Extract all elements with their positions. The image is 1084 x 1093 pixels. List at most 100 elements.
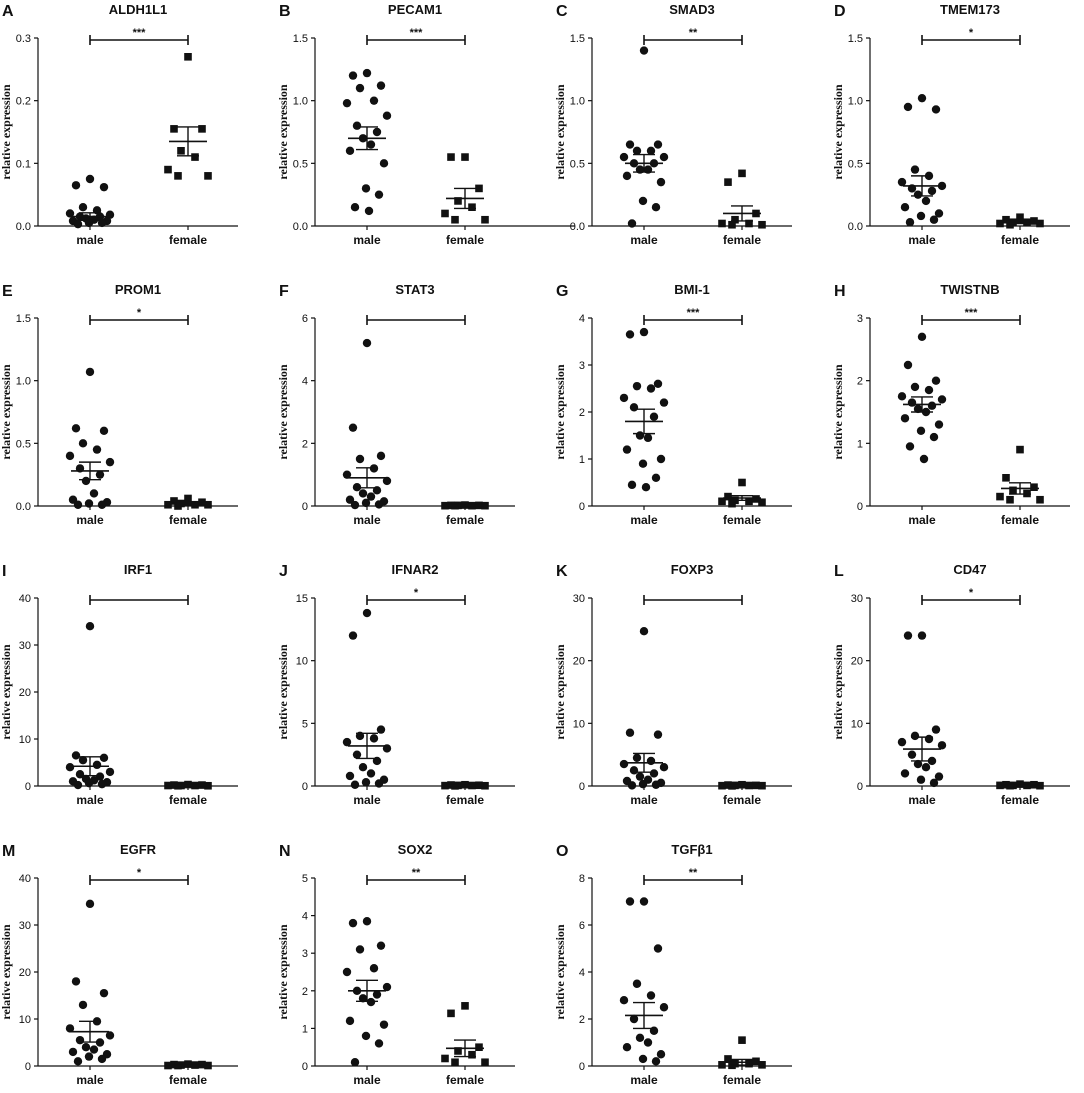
data-point [635, 772, 645, 781]
data-point [625, 140, 635, 149]
x-category-label: female [723, 793, 761, 807]
data-point [468, 203, 476, 211]
panel-l: L CD47 relative expression 0 10 20 30 male femal… [831, 562, 1070, 807]
data-point [625, 330, 635, 339]
data-point [184, 53, 192, 61]
data-point [89, 1045, 99, 1054]
data-point [917, 93, 927, 103]
y-tick-label: 0.0 [848, 221, 863, 233]
y-axis-label: relative expression [276, 924, 290, 1020]
data-point [625, 897, 635, 906]
y-axis-label: relative expression [276, 364, 290, 460]
data-point [174, 172, 182, 180]
significance-stars: ** [689, 27, 698, 39]
data-point [913, 190, 923, 199]
y-tick-label: 0.0 [293, 221, 308, 233]
data-point [184, 1060, 192, 1068]
x-category-label: female [169, 513, 207, 527]
panel-title: BMI-1 [674, 282, 709, 297]
data-point [475, 184, 483, 193]
panel-title: TMEM173 [940, 2, 1000, 17]
y-tick-label: 6 [302, 313, 308, 325]
data-point [897, 177, 907, 187]
data-point [900, 203, 910, 212]
data-point [646, 384, 656, 393]
data-point [92, 445, 102, 454]
data-point [481, 501, 489, 510]
y-tick-label: 8 [579, 873, 585, 885]
data-point [345, 495, 355, 504]
data-point [361, 1031, 371, 1041]
panel-i: I IRF1 relative expression 0 10 20 30 40 male fem… [0, 562, 238, 807]
panel-letter: O [556, 843, 568, 860]
y-tick-label: 1.5 [570, 33, 585, 45]
data-point [718, 781, 726, 790]
x-category-label: female [446, 1073, 484, 1087]
data-point [355, 945, 365, 954]
y-axis-label: relative expression [0, 364, 13, 460]
data-point [903, 360, 913, 370]
panel-k: K FOXP3 relative expression 0 10 20 30 male fema… [553, 562, 792, 807]
data-point [461, 153, 469, 161]
data-point [651, 473, 661, 482]
data-point [374, 190, 384, 199]
y-tick-label: 0 [302, 501, 308, 513]
data-point [361, 184, 371, 193]
data-point [643, 1038, 653, 1047]
data-point [653, 944, 663, 953]
data-point [745, 219, 753, 228]
data-point [934, 772, 944, 781]
data-point [1030, 483, 1038, 491]
data-point [481, 781, 489, 790]
data-point [89, 489, 99, 498]
data-point [342, 470, 352, 479]
panel-m: M EGFR relative expression 0 10 20 30 40 male fem… [0, 842, 238, 1087]
panel-title: TGFβ1 [671, 842, 712, 857]
data-point [629, 403, 639, 412]
panel-title: EGFR [120, 842, 157, 857]
data-point [907, 398, 917, 407]
data-point [1036, 495, 1044, 504]
data-point [184, 494, 192, 503]
panel-letter: C [556, 3, 568, 20]
data-point [619, 996, 629, 1005]
data-point [738, 1036, 746, 1044]
data-point [900, 769, 910, 778]
y-axis-label: relative expression [553, 644, 567, 740]
data-point [656, 177, 666, 187]
data-point [99, 182, 109, 192]
y-tick-label: 0 [579, 501, 585, 513]
data-point [475, 1043, 483, 1051]
x-category-label: female [446, 793, 484, 807]
data-point [651, 203, 661, 212]
y-tick-label: 20 [573, 656, 585, 668]
data-point [927, 401, 937, 410]
y-tick-label: 10 [19, 1014, 31, 1026]
data-point [924, 734, 934, 744]
x-category-label: male [76, 793, 104, 807]
data-point [369, 734, 379, 743]
y-tick-label: 1.5 [293, 33, 308, 45]
data-point [724, 178, 732, 186]
data-point [996, 781, 1004, 790]
data-point [929, 215, 939, 224]
data-point [1030, 217, 1038, 225]
data-point [441, 781, 449, 790]
y-tick-label: 1.0 [16, 376, 31, 388]
data-point [639, 327, 649, 337]
panel-letter: M [2, 843, 15, 860]
data-point [724, 1055, 732, 1063]
data-point [627, 781, 637, 790]
data-point [646, 756, 656, 766]
data-point [348, 71, 358, 80]
data-point [345, 771, 355, 781]
panel-title: CD47 [953, 562, 986, 577]
panel-title: PECAM1 [388, 2, 442, 17]
data-point [934, 420, 944, 429]
significance-stars: *** [965, 307, 979, 319]
y-tick-label: 0.5 [848, 158, 863, 170]
y-tick-label: 1.0 [848, 96, 863, 108]
data-point [649, 412, 659, 421]
data-point [905, 442, 915, 451]
data-point [1016, 445, 1024, 454]
